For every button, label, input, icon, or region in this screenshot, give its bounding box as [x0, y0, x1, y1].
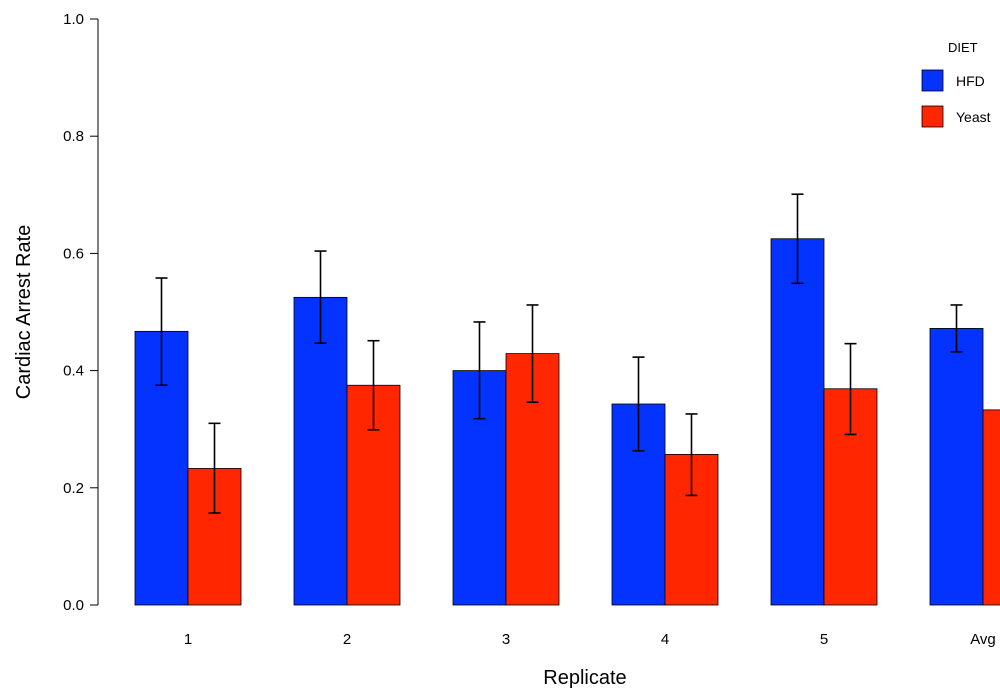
- error-bar-yeast-4: [685, 413, 698, 497]
- y-tick-label: 0.0: [63, 597, 84, 614]
- x-tick-label: Avg: [970, 631, 996, 648]
- y-axis: 0.0 0.2 0.4 0.6 0.8 1.0: [63, 11, 99, 614]
- error-bar-hfd-3: [473, 321, 486, 420]
- y-tick-label: 0.4: [63, 363, 84, 380]
- y-axis-title: Cardiac Arrest Rate: [13, 225, 35, 400]
- x-axis-title: Replicate: [543, 667, 626, 689]
- error-bar-yeast-3: [526, 304, 539, 404]
- error-bar-hfd-avg: [950, 304, 963, 353]
- error-bar-yeast-1: [208, 422, 221, 514]
- y-tick-label: 0.8: [63, 128, 84, 145]
- bar-hfd-5: [770, 238, 825, 606]
- legend-swatch-yeast: [921, 105, 944, 128]
- x-tick-label: 5: [820, 631, 828, 648]
- y-tick-label: 0.6: [63, 245, 84, 262]
- x-tick-label: 3: [502, 631, 510, 648]
- error-bars: [155, 193, 963, 514]
- error-bar-hfd-1: [155, 277, 168, 387]
- error-bar-yeast-2: [367, 339, 380, 431]
- legend-swatch-hfd: [921, 69, 944, 92]
- legend-label-yeast: Yeast: [956, 109, 991, 125]
- error-bar-hfd-5: [791, 193, 804, 285]
- error-bar-yeast-5: [844, 342, 857, 436]
- legend-title: DIET: [948, 40, 978, 55]
- x-tick-label: 4: [661, 631, 669, 648]
- error-bar-hfd-4: [632, 356, 645, 452]
- bar-hfd-avg: [929, 328, 984, 606]
- legend-label-hfd: HFD: [956, 73, 985, 89]
- y-tick-label: 0.2: [63, 480, 84, 497]
- x-tick-label: 1: [184, 631, 192, 648]
- bar-yeast-avg: [982, 409, 1000, 606]
- error-bar-hfd-2: [314, 250, 327, 344]
- legend-item-yeast: Yeast: [921, 105, 991, 128]
- legend-item-hfd: HFD: [921, 69, 985, 92]
- x-axis-tick-labels: 1 2 3 4 5 Avg: [184, 631, 996, 648]
- x-tick-label: 2: [343, 631, 351, 648]
- bars: [134, 238, 1000, 606]
- bar-hfd-2: [293, 296, 348, 606]
- y-tick-label: 1.0: [63, 11, 84, 28]
- legend: DIET HFD Yeast: [921, 40, 991, 128]
